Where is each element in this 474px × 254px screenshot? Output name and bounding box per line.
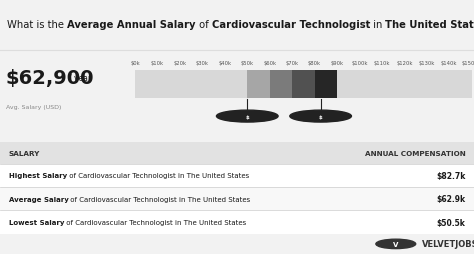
Text: $90k: $90k <box>330 60 344 66</box>
Text: $80k: $80k <box>308 60 321 66</box>
FancyBboxPatch shape <box>270 71 292 98</box>
FancyBboxPatch shape <box>0 142 474 164</box>
Text: $100k: $100k <box>351 60 368 66</box>
Text: VELVETJOBS: VELVETJOBS <box>422 240 474 248</box>
Text: $: $ <box>319 114 322 119</box>
FancyBboxPatch shape <box>247 71 270 98</box>
Text: of Cardiovascular Technologist in The United States: of Cardiovascular Technologist in The Un… <box>67 173 249 179</box>
Text: $50k: $50k <box>241 60 254 66</box>
Text: Cardiovascular Technologist: Cardiovascular Technologist <box>211 20 370 30</box>
Text: $82.7k: $82.7k <box>436 171 465 180</box>
Text: ANNUAL COMPENSATION: ANNUAL COMPENSATION <box>365 150 465 156</box>
Text: $40k: $40k <box>218 60 231 66</box>
FancyBboxPatch shape <box>135 71 472 98</box>
Text: Average Annual Salary: Average Annual Salary <box>67 20 196 30</box>
Text: $62,900: $62,900 <box>6 69 94 88</box>
Text: $10k: $10k <box>151 60 164 66</box>
Text: of: of <box>196 20 211 30</box>
Text: in: in <box>370 20 385 30</box>
Text: $60k: $60k <box>263 60 276 66</box>
Text: $0k: $0k <box>130 60 140 66</box>
Text: $70k: $70k <box>285 60 299 66</box>
FancyBboxPatch shape <box>0 211 474 234</box>
Text: / year: / year <box>69 74 91 83</box>
FancyBboxPatch shape <box>0 187 474 211</box>
Text: $: $ <box>246 114 249 119</box>
Text: Avg. Salary (USD): Avg. Salary (USD) <box>6 105 61 110</box>
Text: V: V <box>393 241 399 247</box>
Text: What is the: What is the <box>7 20 67 30</box>
FancyBboxPatch shape <box>0 164 474 187</box>
Text: of Cardiovascular Technologist in The United States: of Cardiovascular Technologist in The Un… <box>64 219 246 225</box>
FancyBboxPatch shape <box>292 71 315 98</box>
Text: Average Salary: Average Salary <box>9 196 68 202</box>
Text: $50.5k: $50.5k <box>437 218 465 227</box>
Text: SALARY: SALARY <box>9 150 40 156</box>
Text: $20k: $20k <box>173 60 187 66</box>
Text: $30k: $30k <box>196 60 209 66</box>
Text: The United States: The United States <box>385 20 474 30</box>
Text: Highest Salary: Highest Salary <box>9 173 67 179</box>
Text: $130k: $130k <box>419 60 435 66</box>
Circle shape <box>217 111 278 123</box>
Text: $110k: $110k <box>374 60 390 66</box>
Text: $140k: $140k <box>441 60 457 66</box>
FancyBboxPatch shape <box>315 71 337 98</box>
Text: Lowest Salary: Lowest Salary <box>9 219 64 225</box>
Text: $120k: $120k <box>396 60 412 66</box>
Circle shape <box>290 111 351 123</box>
Text: $150k+: $150k+ <box>461 60 474 66</box>
Text: of Cardiovascular Technologist in The United States: of Cardiovascular Technologist in The Un… <box>68 196 251 202</box>
Circle shape <box>376 239 416 249</box>
Text: $62.9k: $62.9k <box>437 195 465 203</box>
